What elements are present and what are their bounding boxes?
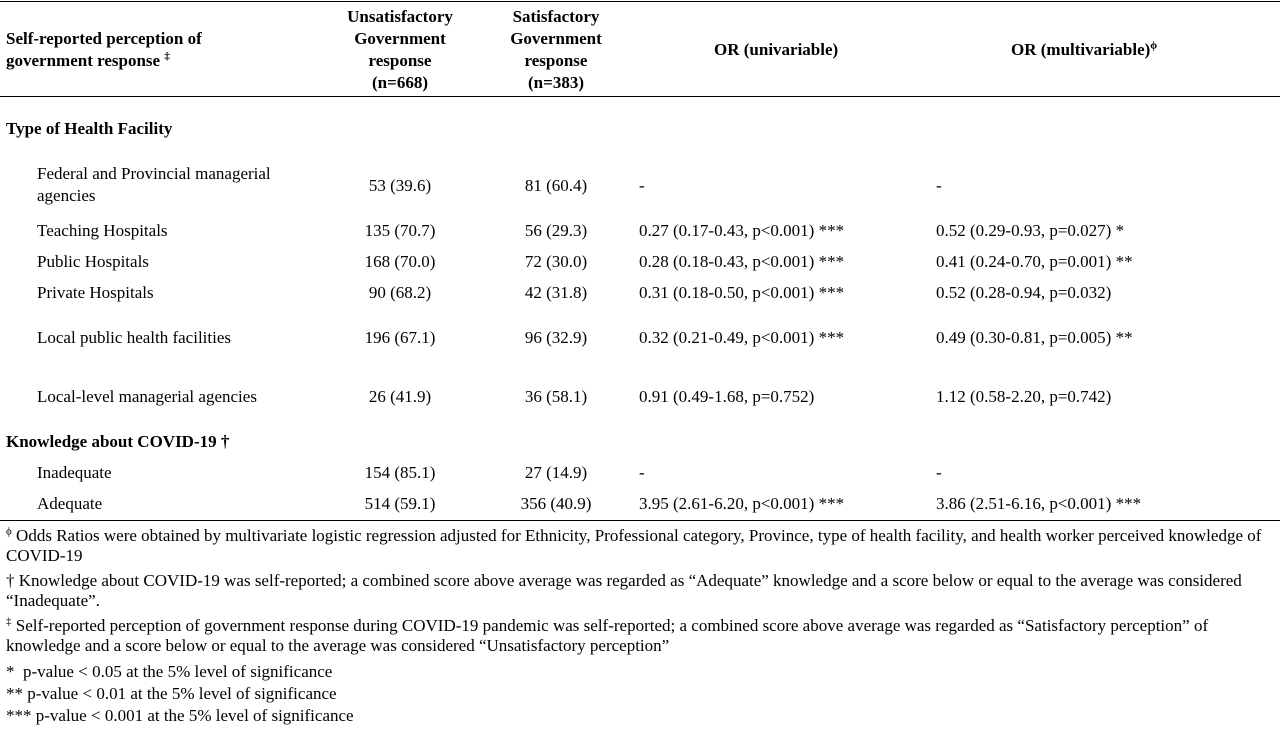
header-bottom-rule — [0, 96, 1280, 97]
row-label: Public Hospitals — [37, 252, 149, 271]
footnote-perception: ‡ Self-reported perception of government… — [6, 616, 1278, 655]
cell-or-multi: 0.49 (0.30-0.81, p=0.005) ** — [936, 328, 1133, 347]
row-label: Inadequate — [37, 463, 112, 482]
cell-or-uni: - — [639, 463, 645, 482]
cell-or-multi: 0.41 (0.24-0.70, p=0.001) ** — [936, 252, 1133, 271]
footnote-text: Odds Ratios were obtained by multivariat… — [6, 526, 1262, 565]
footnote-mark: ‡ — [6, 615, 12, 628]
row-label: Adequate — [37, 494, 103, 513]
header-col-perception-mark: ‡ — [164, 50, 170, 63]
row-label-line: Federal and Provincial managerial — [37, 164, 271, 183]
header-col-perception-line2: government response — [6, 51, 161, 70]
footnote-p001: ** p-value < 0.01 at the 5% level of sig… — [6, 684, 337, 703]
cell-sat: 72 (30.0) — [524, 252, 588, 271]
cell-unsat: 135 (70.7) — [364, 221, 436, 240]
section-title: Knowledge about COVID-19 † — [6, 432, 230, 451]
row-label: Federal and Provincial managerial agenci… — [37, 163, 271, 207]
header-col-unsatisfactory-line: (n=668) — [372, 73, 428, 92]
cell-unsat: 168 (70.0) — [364, 252, 436, 271]
header-col-unsatisfactory-line: Unsatisfactory — [347, 7, 453, 26]
cell-or-uni: 0.27 (0.17-0.43, p<0.001) *** — [639, 221, 845, 240]
cell-or-uni: 0.28 (0.18-0.43, p<0.001) *** — [639, 252, 845, 271]
cell-sat: 96 (32.9) — [524, 328, 588, 347]
footnote-knowledge: † Knowledge about COVID-19 was self-repo… — [6, 571, 1242, 610]
cell-sat: 36 (58.1) — [524, 387, 588, 406]
section-title: Type of Health Facility — [6, 119, 173, 138]
cell-or-uni: - — [639, 176, 645, 195]
cell-or-uni: 3.95 (2.61-6.20, p<0.001) *** — [639, 494, 845, 513]
header-col-or-multivariable: OR (multivariable) — [1011, 40, 1151, 59]
cell-unsat: 154 (85.1) — [364, 463, 436, 482]
cell-or-multi: 3.86 (2.51-6.16, p<0.001) *** — [936, 494, 1142, 513]
cell-sat: 81 (60.4) — [524, 176, 588, 195]
cell-unsat: 196 (67.1) — [364, 328, 436, 347]
cell-or-uni: 0.32 (0.21-0.49, p<0.001) *** — [639, 328, 845, 347]
cell-unsat: 90 (68.2) — [368, 283, 432, 302]
header-col-satisfactory-line: Satisfactory — [512, 7, 600, 26]
header-col-or-multivariable-mark: ϕ — [1150, 39, 1158, 52]
header-col-unsatisfactory-line: Government — [354, 29, 446, 48]
row-label: Local public health facilities — [37, 328, 232, 347]
cell-or-multi: - — [936, 463, 942, 482]
row-label: Teaching Hospitals — [37, 221, 168, 240]
header-col-satisfactory-line: Government — [510, 29, 602, 48]
header-col-perception-line2-wrap: government response ‡ — [6, 50, 202, 72]
cell-or-uni: 0.91 (0.49-1.68, p=0.752) — [639, 387, 815, 406]
cell-unsat: 514 (59.1) — [364, 494, 436, 513]
cell-or-multi: - — [936, 176, 942, 195]
row-label-line: agencies — [37, 186, 96, 205]
header-col-unsatisfactory-line: response — [368, 51, 432, 70]
cell-or-multi: 0.52 (0.29-0.93, p=0.027) * — [936, 221, 1125, 240]
cell-sat: 27 (14.9) — [524, 463, 588, 482]
cell-sat: 56 (29.3) — [524, 221, 588, 240]
header-col-unsatisfactory: Unsatisfactory Government response (n=66… — [330, 6, 470, 94]
row-label: Local-level managerial agencies — [37, 387, 257, 406]
cell-or-multi: 0.52 (0.28-0.94, p=0.032) — [936, 283, 1112, 302]
table-top-rule — [0, 1, 1280, 2]
header-col-or-multivariable-wrap: OR (multivariable)ϕ — [1011, 39, 1157, 61]
cell-or-multi: 1.12 (0.58-2.20, p=0.742) — [936, 387, 1112, 406]
footnote-p005: * p-value < 0.05 at the 5% level of sign… — [6, 662, 333, 681]
cell-unsat: 53 (39.6) — [368, 176, 432, 195]
header-col-satisfactory-line: (n=383) — [528, 73, 584, 92]
footnote-text: Self-reported perception of government r… — [6, 616, 1209, 655]
footnote-p0001: *** p-value < 0.001 at the 5% level of s… — [6, 706, 354, 725]
table-bottom-rule — [0, 520, 1280, 521]
header-col-perception-line1: Self-reported perception of — [6, 29, 202, 48]
cell-unsat: 26 (41.9) — [368, 387, 432, 406]
row-label: Private Hospitals — [37, 283, 154, 302]
footnote-mark: ϕ — [6, 525, 12, 538]
cell-or-uni: 0.31 (0.18-0.50, p<0.001) *** — [639, 283, 845, 302]
footnote-odds-ratios: ϕ Odds Ratios were obtained by multivari… — [6, 526, 1278, 565]
cell-sat: 42 (31.8) — [524, 283, 588, 302]
header-col-or-univariable: OR (univariable) — [714, 40, 839, 59]
cell-sat: 356 (40.9) — [520, 494, 592, 513]
header-col-perception: Self-reported perception of government r… — [6, 28, 202, 72]
header-col-satisfactory-line: response — [524, 51, 588, 70]
header-col-satisfactory: Satisfactory Government response (n=383) — [486, 6, 626, 94]
